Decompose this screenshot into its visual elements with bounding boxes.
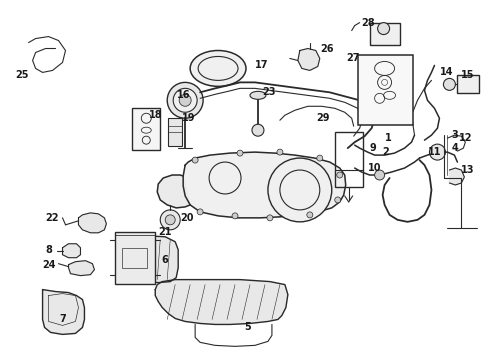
Text: 29: 29 [316, 113, 329, 123]
Polygon shape [62, 244, 81, 258]
Text: 26: 26 [319, 44, 333, 54]
Text: 3: 3 [450, 130, 457, 140]
Polygon shape [78, 213, 106, 233]
Circle shape [374, 170, 384, 180]
Circle shape [428, 144, 445, 160]
Text: 9: 9 [369, 143, 376, 153]
Circle shape [197, 209, 203, 215]
Text: 1: 1 [384, 133, 390, 143]
Polygon shape [297, 49, 319, 71]
Circle shape [160, 210, 180, 230]
Circle shape [306, 212, 312, 218]
Text: 2: 2 [382, 147, 388, 157]
Polygon shape [448, 168, 464, 185]
Bar [334, 132, 362, 187]
Circle shape [267, 158, 331, 222]
Circle shape [192, 157, 198, 163]
Circle shape [179, 94, 191, 106]
Text: 21: 21 [158, 227, 171, 237]
Polygon shape [155, 280, 287, 324]
Text: 20: 20 [180, 213, 193, 223]
Circle shape [279, 170, 319, 210]
Polygon shape [183, 152, 345, 218]
Text: 23: 23 [262, 87, 275, 97]
Text: 12: 12 [458, 133, 472, 143]
Bar [456, 75, 478, 93]
Text: 18: 18 [148, 110, 162, 120]
Polygon shape [157, 175, 190, 208]
Text: 10: 10 [367, 163, 380, 173]
Text: 22: 22 [45, 213, 59, 223]
Text: 27: 27 [346, 54, 359, 63]
Bar [122, 248, 147, 268]
Text: 5: 5 [244, 323, 251, 332]
Bar [132, 108, 160, 150]
Circle shape [336, 172, 342, 178]
Text: 19: 19 [182, 113, 195, 123]
Circle shape [266, 215, 272, 221]
Circle shape [165, 215, 175, 225]
Polygon shape [42, 289, 84, 334]
Ellipse shape [249, 91, 265, 99]
Text: 25: 25 [15, 71, 29, 80]
Text: 15: 15 [461, 71, 474, 80]
Text: 16: 16 [176, 90, 190, 100]
Circle shape [251, 124, 264, 136]
Bar [369, 23, 399, 45]
Circle shape [237, 150, 243, 156]
Ellipse shape [190, 50, 245, 86]
Text: 24: 24 [42, 260, 56, 270]
Circle shape [209, 162, 241, 194]
Bar [115, 232, 155, 284]
Text: 28: 28 [361, 18, 374, 28]
Text: 13: 13 [461, 165, 474, 175]
Circle shape [377, 23, 389, 35]
Circle shape [276, 149, 283, 155]
Text: 4: 4 [450, 143, 457, 153]
Circle shape [334, 197, 340, 203]
Circle shape [167, 82, 203, 118]
Bar [357, 55, 412, 125]
Text: 17: 17 [254, 60, 268, 71]
Circle shape [173, 88, 197, 112]
Text: 11: 11 [427, 147, 440, 157]
Text: 14: 14 [439, 67, 452, 77]
Circle shape [443, 78, 454, 90]
Polygon shape [118, 236, 178, 283]
Text: 8: 8 [45, 245, 52, 255]
Text: 6: 6 [161, 255, 168, 265]
Text: 7: 7 [59, 314, 66, 324]
Circle shape [316, 155, 322, 161]
Bar [168, 118, 182, 146]
Circle shape [232, 213, 238, 219]
Polygon shape [68, 261, 94, 276]
